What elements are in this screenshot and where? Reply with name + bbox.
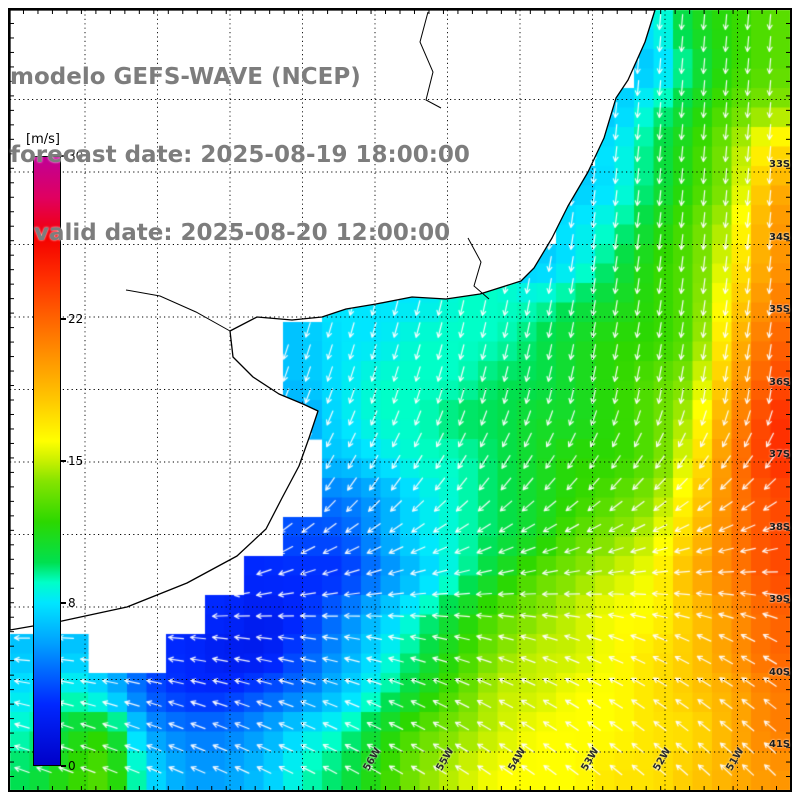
colorbar-tick-mark [61,602,66,605]
lat-axis-label: 37S [769,449,791,460]
model-title: modelo GEFS-WAVE (NCEP) [10,64,361,90]
colorbar-tick-mark [61,317,66,320]
colorbar-tick-mark [61,765,66,767]
colorbar-tick-label: 0 [68,759,76,773]
title-block: modelo GEFS-WAVE (NCEP) forecast date: 2… [10,12,470,298]
colorbar-tick-label: 15 [68,454,84,468]
lagoon-line [419,11,442,109]
lat-axis-label: 41S [769,739,791,750]
lat-axis-label: 36S [769,376,791,388]
lat-axis-label: 40S [769,666,791,678]
colorbar-tick-label: 8 [68,596,76,611]
colorbar: [m/s] 30 22 15 8 0 [24,132,114,792]
lagoon-line [467,237,490,300]
colorbar-tick-label: 30 [68,149,84,163]
lat-axis-label: 34S [769,231,791,243]
lat-axis-label: 33S [769,159,791,170]
valid-date: valid date: 2025-08-20 12:00:00 [10,220,451,246]
lat-axis-label: 35S [769,304,791,315]
colorbar-gradient [33,156,61,766]
lat-axis-label: 38S [769,521,791,533]
lat-axis-label: 39S [769,594,791,605]
colorbar-tick-label: 22 [68,311,84,326]
forecast-date: forecast date: 2025-08-19 18:00:00 [10,142,470,168]
colorbar-unit-label: [m/s] [26,132,60,147]
colorbar-tick-mark [61,460,66,462]
colorbar-tick-mark [61,155,66,157]
river-line [125,289,231,332]
